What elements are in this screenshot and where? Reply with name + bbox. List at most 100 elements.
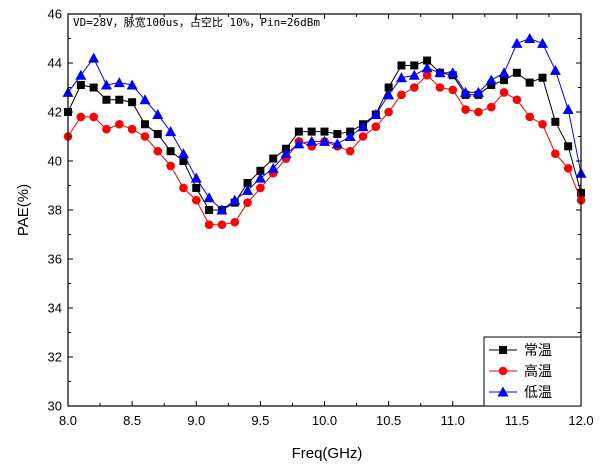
data-point-s0-8 [166,147,175,156]
data-point-s1-14 [243,198,252,207]
data-point-s2-8 [165,126,177,137]
data-point-s0-18 [294,127,303,136]
x-tick-label: 11.5 [505,413,529,428]
data-point-s1-29 [435,83,445,92]
data-point-s2-7 [152,108,164,119]
legend-marker [498,366,508,376]
data-point-s1-4 [115,119,124,129]
legend-label: 常温 [524,343,552,359]
data-point-s2-37 [537,37,549,48]
data-point-s2-18 [293,138,305,149]
data-point-s2-20 [319,135,330,146]
data-point-s1-13 [230,217,240,227]
x-tick-label: 10.0 [312,413,337,428]
data-point-s0-34 [500,76,509,85]
data-point-s2-31 [460,86,472,97]
axes: 8.0 8.5 9.0 9.5 10.0 10.5 11.0 11.5 12.0 30 32 34 36… [48,7,594,429]
data-point-s2-35 [511,37,523,48]
data-point-s2-19 [306,135,318,146]
data-point-s0-26 [397,61,406,70]
data-point-s0-4 [115,95,124,104]
data-point-s2-27 [408,69,420,80]
data-point-s2-12 [216,204,228,215]
y-tick-label: 36 [48,252,62,267]
data-point-s0-3 [102,95,111,104]
data-point-s0-28 [423,56,432,65]
data-point-s1-31 [461,105,470,114]
y-tick-label: 32 [48,350,62,365]
data-point-s1-35 [512,95,522,105]
y-tick-label: 44 [48,56,62,71]
y-tick-label: 42 [48,105,62,120]
data-point-s1-12 [217,220,227,229]
data-point-s2-33 [485,74,497,85]
data-point-s1-34 [499,88,509,97]
data-point-s1-2 [89,112,98,122]
data-point-s0-14 [243,179,252,188]
data-point-s1-1 [76,112,86,122]
data-point-s2-10 [190,172,202,183]
data-point-s0-7 [153,130,162,139]
x-tick-label: 8.5 [123,413,141,428]
data-point-s1-25 [384,107,393,117]
data-point-s1-39 [563,164,573,173]
data-point-s1-33 [486,102,496,112]
data-point-s1-37 [538,119,547,129]
data-point-s0-15 [256,166,265,175]
data-point-s1-32 [474,107,483,117]
x-tick-label: 12.0 [568,413,593,428]
data-point-s2-22 [344,131,356,141]
data-point-s2-11 [203,192,215,203]
y-axis-title: PAE(%) [15,184,32,236]
data-point-s0-25 [384,83,393,92]
data-point-s0-5 [128,98,137,107]
x-tick-label: 10.5 [376,413,401,428]
data-point-s0-2 [89,83,98,92]
data-point-s2-3 [100,79,112,90]
data-point-s1-26 [397,90,406,100]
data-point-s1-10 [191,195,201,205]
y-tick-label: 46 [48,7,62,22]
data-point-s0-10 [192,183,201,192]
data-point-s2-6 [139,94,151,105]
legend-label: 高温 [524,363,552,380]
data-point-s1-23 [358,132,368,141]
data-point-s1-15 [256,183,265,193]
data-point-s2-9 [177,148,189,159]
x-tick-label: 8.0 [59,413,77,428]
plot-content [62,33,587,229]
data-point-s1-9 [179,183,188,193]
data-point-s0-6 [140,120,149,129]
data-point-s2-13 [229,194,241,205]
data-point-s1-11 [204,220,214,229]
x-tick-label: 9.0 [187,413,205,428]
x-axis-title: Freq(GHz) [292,445,363,462]
data-point-s2-36 [524,33,536,43]
data-point-s0-20 [320,127,329,136]
legend-marker [497,386,509,397]
data-point-s2-1 [75,69,87,80]
data-point-s2-15 [254,172,266,183]
data-point-s0-37 [538,73,547,82]
data-point-s2-26 [395,72,407,83]
y-tick-label: 38 [48,203,62,218]
data-point-s2-24 [370,108,382,119]
data-point-s2-32 [472,86,484,97]
data-point-s0-36 [525,78,534,87]
data-point-s2-21 [331,138,343,149]
data-point-s1-22 [345,146,355,156]
data-point-s1-7 [153,146,163,156]
data-point-s0-21 [333,130,342,139]
data-point-s2-4 [113,77,125,88]
data-point-s0-16 [269,154,278,163]
data-point-s0-39 [564,142,573,151]
data-point-s1-38 [551,149,560,158]
data-point-s2-28 [421,62,433,73]
data-point-s1-5 [127,124,137,134]
data-point-s0-11 [205,206,214,214]
legend-label: 低温 [524,385,552,401]
data-point-s2-30 [447,67,459,78]
data-point-s2-38 [549,64,561,75]
